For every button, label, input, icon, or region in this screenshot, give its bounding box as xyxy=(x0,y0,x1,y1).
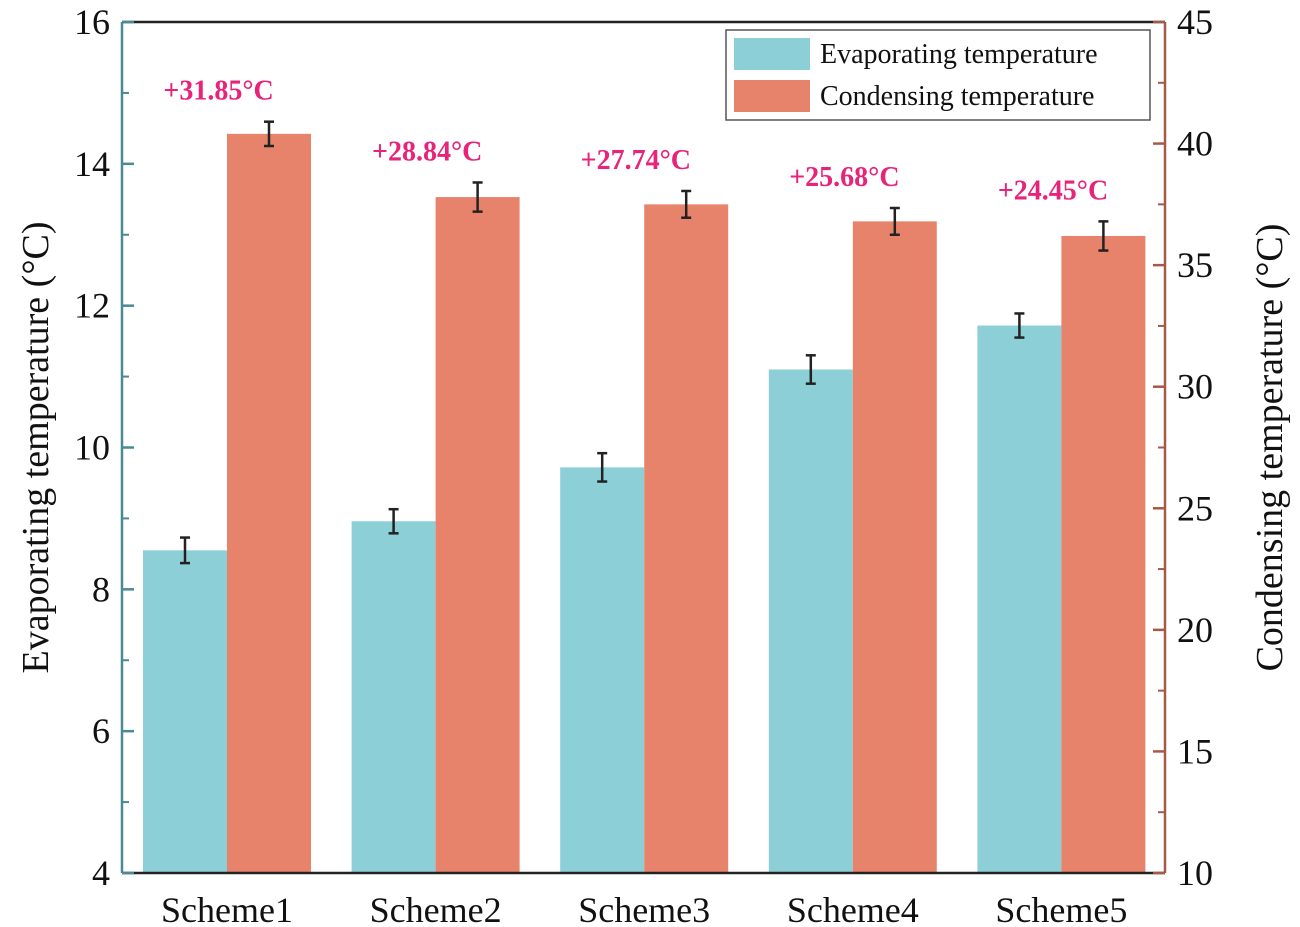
right-tick-label-25: 25 xyxy=(1177,488,1213,528)
left-tick-label-10: 10 xyxy=(74,428,110,468)
increase-annotation-3: +27.74°C xyxy=(581,145,691,176)
evaporating-bar-3 xyxy=(560,467,645,873)
condensing-bar-4 xyxy=(852,221,937,873)
increase-annotation-5: +24.45°C xyxy=(998,175,1108,206)
legend-label-evaporating: Evaporating temperature xyxy=(820,39,1098,70)
legend-swatch-condensing xyxy=(734,80,810,112)
condensing-bar-2 xyxy=(435,197,520,873)
right-tick-label-30: 30 xyxy=(1177,367,1213,407)
right-axis-title: Condensing temperature (°C) xyxy=(1249,224,1291,672)
increase-annotation-2: +28.84°C xyxy=(372,136,482,167)
right-tick-label-35: 35 xyxy=(1177,245,1213,285)
evaporating-error-bar-5 xyxy=(1014,312,1025,339)
increase-annotation-4: +25.68°C xyxy=(789,162,899,193)
category-label-4: Scheme4 xyxy=(787,890,919,927)
category-label-3: Scheme3 xyxy=(578,890,710,927)
legend-swatch-evaporating xyxy=(734,38,810,70)
condensing-error-bar-1 xyxy=(264,120,274,148)
left-tick-label-12: 12 xyxy=(74,286,110,326)
left-tick-label-6: 6 xyxy=(92,711,110,751)
evaporating-bar-4 xyxy=(768,369,853,873)
evaporating-bar-1 xyxy=(143,550,227,873)
evaporating-bar-2 xyxy=(351,521,436,873)
category-label-2: Scheme2 xyxy=(370,890,502,927)
right-tick-label-45: 45 xyxy=(1177,2,1213,42)
left-axis-title: Evaporating temperature (°C) xyxy=(15,221,57,673)
condensing-error-bar-5 xyxy=(1098,220,1109,252)
right-tick-label-40: 40 xyxy=(1177,124,1213,164)
condensing-bar-5 xyxy=(1061,235,1146,874)
condensing-error-bar-2 xyxy=(472,181,483,213)
evaporating-error-bar-3 xyxy=(597,451,608,483)
evaporating-bar-5 xyxy=(977,325,1062,874)
left-tick-label-16: 16 xyxy=(74,2,110,42)
evaporating-error-bar-4 xyxy=(805,354,816,385)
left-tick-label-8: 8 xyxy=(92,569,110,609)
left-tick-label-4: 4 xyxy=(92,853,110,893)
increase-annotation-1: +31.85°C xyxy=(163,76,273,107)
condensing-bar-3 xyxy=(644,204,729,873)
right-tick-label-15: 15 xyxy=(1177,731,1213,771)
right-tick-label-20: 20 xyxy=(1177,610,1213,650)
condensing-error-bar-3 xyxy=(681,189,692,219)
left-tick-label-14: 14 xyxy=(74,144,110,184)
evaporating-error-bar-2 xyxy=(388,507,399,535)
evaporating-error-bar-1 xyxy=(180,536,190,565)
category-label-5: Scheme5 xyxy=(995,890,1127,927)
category-label-1: Scheme1 xyxy=(161,890,293,927)
condensing-error-bar-4 xyxy=(889,206,900,236)
condensing-bar-1 xyxy=(227,133,311,874)
right-tick-label-10: 10 xyxy=(1177,853,1213,893)
legend-label-condensing: Condensing temperature xyxy=(820,81,1094,112)
